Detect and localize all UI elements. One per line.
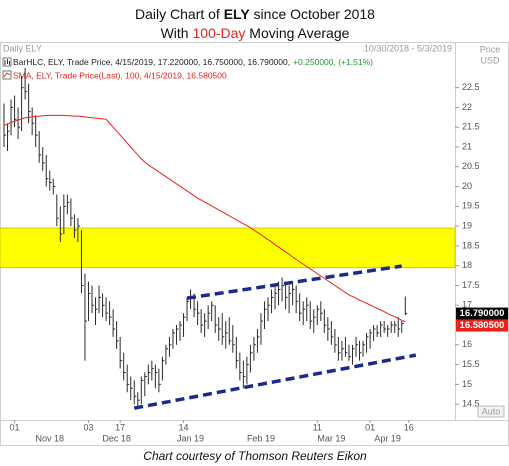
title-part: Daily Chart of bbox=[135, 6, 224, 22]
subtitle-part: Moving Average bbox=[245, 25, 349, 41]
x-month-label: Apr 19 bbox=[374, 433, 401, 443]
y-tick-label: 17.5 bbox=[462, 280, 480, 290]
chart-subtitle: With 100-Day Moving Average bbox=[161, 25, 350, 41]
y-tick-label: 19 bbox=[462, 221, 472, 231]
date-range: 10/30/2018 - 5/3/2019 bbox=[364, 43, 452, 53]
x-tick-label: 03 bbox=[83, 422, 93, 432]
x-month-label: Jan 19 bbox=[177, 433, 204, 443]
x-tick-label: 14 bbox=[179, 422, 189, 432]
y-tick-label: 22 bbox=[462, 102, 472, 112]
title-part: ELY bbox=[224, 6, 251, 22]
legend-change: +0.250000, (+1.51%) bbox=[293, 57, 373, 67]
y-tick-label: 20 bbox=[462, 181, 472, 191]
auto-label: Auto bbox=[482, 406, 501, 416]
y-tick-label: 21.5 bbox=[462, 122, 480, 132]
x-month-label: Nov 18 bbox=[35, 433, 64, 443]
y-tick-label: 18 bbox=[462, 260, 472, 270]
price-tag bbox=[456, 319, 508, 332]
y-tick-label: 15 bbox=[462, 379, 472, 389]
axis-label: USD bbox=[480, 55, 500, 65]
x-tick-label: 17 bbox=[115, 422, 125, 432]
auto-button[interactable] bbox=[477, 405, 505, 418]
x-tick-label: 16 bbox=[404, 422, 414, 432]
plot-area: 14.51515.51616.51717.51818.51919.52020.5… bbox=[0, 67, 480, 443]
y-tick-label: 14.5 bbox=[462, 399, 480, 409]
x-month-label: Dec 18 bbox=[102, 433, 131, 443]
y-tick-label: 19.5 bbox=[462, 201, 480, 211]
legend-entry: SMA, ELY, Trade Price(Last), 100, 4/15/2… bbox=[13, 70, 227, 80]
header-label: Daily ELY bbox=[3, 43, 42, 53]
title-part: since October 2018 bbox=[250, 6, 376, 22]
trendline bbox=[186, 264, 403, 300]
legend-entry: BarHLC, ELY, Trade Price, 4/15/2019, 17.… bbox=[13, 57, 373, 67]
sma-line bbox=[3, 114, 406, 323]
chart-title: Daily Chart of ELY since October 2018 bbox=[135, 6, 375, 22]
y-tick-label: 20.5 bbox=[462, 161, 480, 171]
x-month-label: Mar 19 bbox=[317, 433, 345, 443]
x-tick-label: 01 bbox=[10, 422, 20, 432]
subtitle-part: With bbox=[161, 25, 193, 41]
legend-icon bbox=[2, 57, 12, 80]
y-tick-label: 16 bbox=[462, 339, 472, 349]
y-tick-label: 22.5 bbox=[462, 82, 480, 92]
trendline bbox=[133, 353, 417, 410]
highlight-band bbox=[0, 227, 456, 269]
y-tick-label: 15.5 bbox=[462, 359, 480, 369]
x-tick-label: 01 bbox=[365, 422, 375, 432]
y-tick-label: 17 bbox=[462, 300, 472, 310]
x-tick-label: 11 bbox=[313, 422, 322, 432]
y-tick-label: 21 bbox=[462, 141, 472, 151]
y-tick-label: 18.5 bbox=[462, 240, 480, 250]
axis-label: Price bbox=[480, 44, 501, 54]
subtitle-part: 100-Day bbox=[192, 25, 245, 41]
price-tag bbox=[456, 307, 508, 320]
price-tag-label: 16.790000 bbox=[460, 308, 505, 319]
caption: Chart courtesy of Thomson Reuters Eikon bbox=[143, 449, 367, 463]
legend-label: BarHLC, ELY, Trade Price, 4/15/2019, 17.… bbox=[13, 57, 290, 67]
price-tag-label: 16.580500 bbox=[460, 320, 505, 331]
x-month-label: Feb 19 bbox=[247, 433, 275, 443]
